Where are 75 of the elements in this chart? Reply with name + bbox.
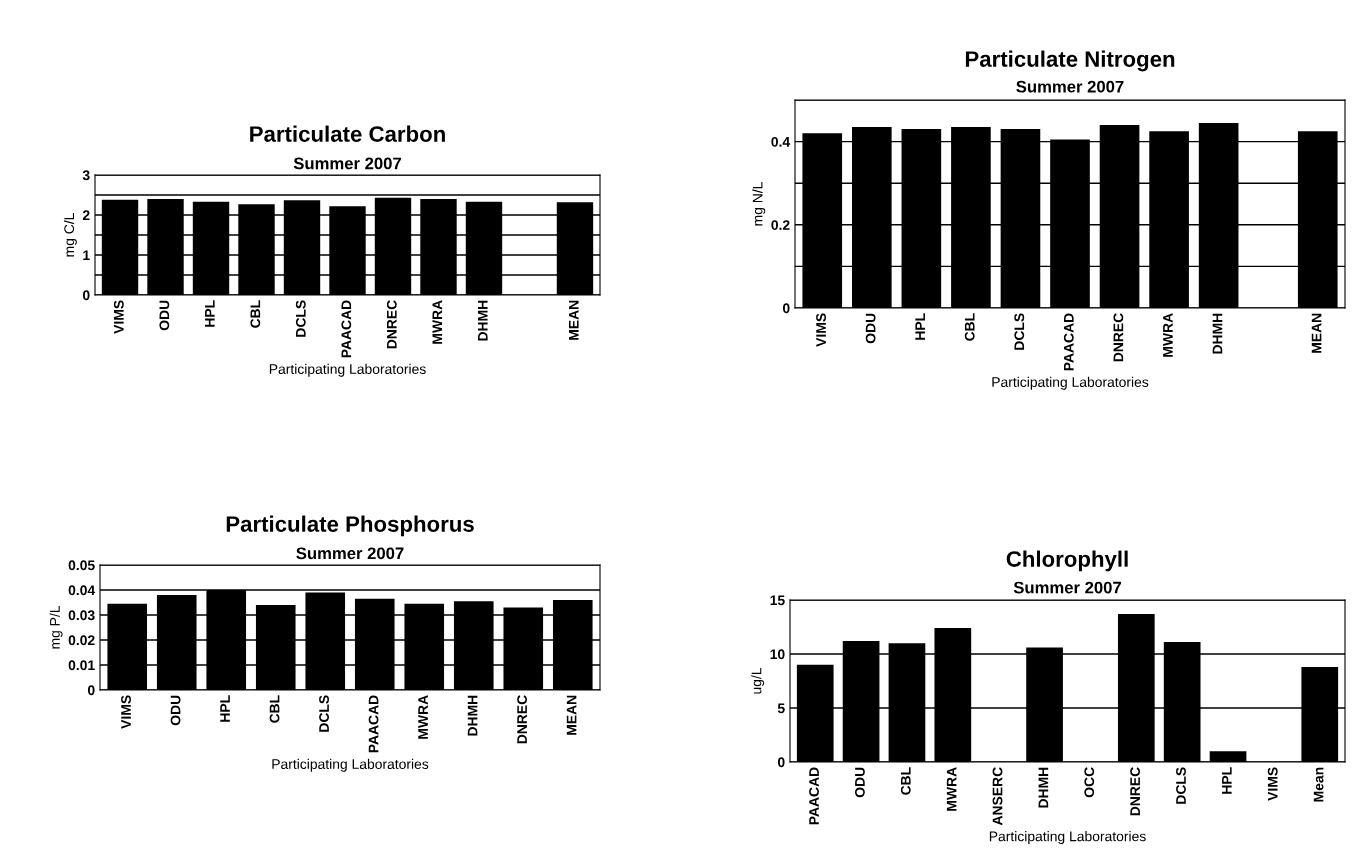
y-axis-title: mg P/L <box>49 605 63 649</box>
x-tick-label: DCLS <box>319 695 329 732</box>
y-tick-label: 0.02 <box>68 635 95 646</box>
x-tick-label: ODU <box>170 695 181 726</box>
x-tick-label: MWRA <box>432 300 443 344</box>
x-tick-label: CBL <box>250 300 261 328</box>
x-axis-title: Participating Laboratories <box>269 363 426 377</box>
y-tick-label: 0.2 <box>771 220 790 230</box>
x-tick-label: DNREC <box>1130 767 1141 816</box>
x-tick-label: DHMH <box>1038 767 1049 808</box>
x-tick-label: MWRA <box>418 695 428 739</box>
x-tick-label: ODU <box>865 313 876 344</box>
chart-title: Particulate Phosphorus <box>226 515 474 537</box>
x-tick-label: DHMH <box>478 300 488 341</box>
x-tick-label: HPL <box>915 313 925 340</box>
y-axis-title: mg C/L <box>63 213 77 257</box>
chart-subtitle: Summer 2007 <box>1013 581 1121 594</box>
y-tick-label: 0.03 <box>68 610 95 621</box>
x-tick-label: Mean <box>1313 767 1324 802</box>
x-tick-label: ODU <box>159 300 170 331</box>
chart-title: Particulate Nitrogen <box>965 50 1175 72</box>
x-tick-label: VIMS <box>816 313 826 347</box>
x-tick-label: CBL <box>900 767 911 795</box>
y-tick-label: 5 <box>777 703 785 714</box>
x-tick-label: PAACAD <box>1063 313 1074 371</box>
chart-subtitle: Summer 2007 <box>1016 80 1124 93</box>
x-tick-label: DCLS <box>1176 767 1186 804</box>
x-tick-label: MWRA <box>946 767 957 811</box>
y-tick-label: 0 <box>87 685 95 696</box>
x-tick-label: DCLS <box>295 300 306 337</box>
y-tick-label: 0.4 <box>771 136 791 147</box>
y-tick-label: 15 <box>770 595 785 606</box>
x-tick-label: DHMH <box>467 695 478 736</box>
x-tick-label: PAACAD <box>809 767 819 825</box>
x-tick-label: DNREC <box>1113 313 1124 362</box>
x-tick-label: MEAN <box>566 695 577 735</box>
x-tick-label: DHMH <box>1212 313 1223 354</box>
y-tick-label: 0 <box>777 757 785 768</box>
x-axis-title: Participating Laboratories <box>272 758 429 772</box>
x-tick-label: DNREC <box>517 695 527 744</box>
x-tick-label: HPL <box>205 300 215 327</box>
x-tick-label: VIMS <box>121 695 131 729</box>
y-tick-label: 3 <box>82 170 90 181</box>
y-tick-label: 1 <box>83 250 90 261</box>
x-tick-label: HPL <box>220 695 230 722</box>
x-tick-label: OCC <box>1084 767 1095 798</box>
x-tick-label: DNREC <box>386 300 397 349</box>
chart-subtitle: Summer 2007 <box>293 157 401 170</box>
y-axis-title: mg N/L <box>752 182 766 226</box>
x-axis-title: Participating Laboratories <box>989 831 1146 845</box>
chart-title: Chlorophyll <box>1006 550 1128 572</box>
x-tick-label: MEAN <box>569 300 579 340</box>
x-tick-label: VIMS <box>1267 767 1278 801</box>
x-tick-label: MEAN <box>1311 313 1322 353</box>
y-tick-label: 10 <box>770 649 785 660</box>
y-tick-label: 2 <box>82 210 90 221</box>
x-tick-label: PAACAD <box>341 300 352 358</box>
y-axis-title: ug/L <box>751 667 765 694</box>
x-tick-label: ANSERC <box>992 767 1003 826</box>
x-tick-label: CBL <box>269 695 280 723</box>
y-tick-label: 0.04 <box>68 585 96 596</box>
x-tick-label: ODU <box>854 767 865 798</box>
x-tick-label: DCLS <box>1014 313 1025 350</box>
y-tick-label: 0.05 <box>68 560 95 571</box>
x-tick-label: MWRA <box>1163 313 1173 357</box>
x-tick-label: HPL <box>1222 767 1232 794</box>
x-axis-title: Participating Laboratories <box>992 376 1149 390</box>
x-tick-label: CBL <box>964 313 975 341</box>
y-tick-label: 0 <box>782 303 790 314</box>
x-tick-label: PAACAD <box>368 695 379 753</box>
x-tick-label: VIMS <box>113 300 124 334</box>
chart-title: Particulate Carbon <box>250 125 445 142</box>
y-tick-label: 0 <box>82 290 90 301</box>
y-tick-label: 0.01 <box>68 660 95 671</box>
chart-subtitle: Summer 2007 <box>296 547 404 560</box>
